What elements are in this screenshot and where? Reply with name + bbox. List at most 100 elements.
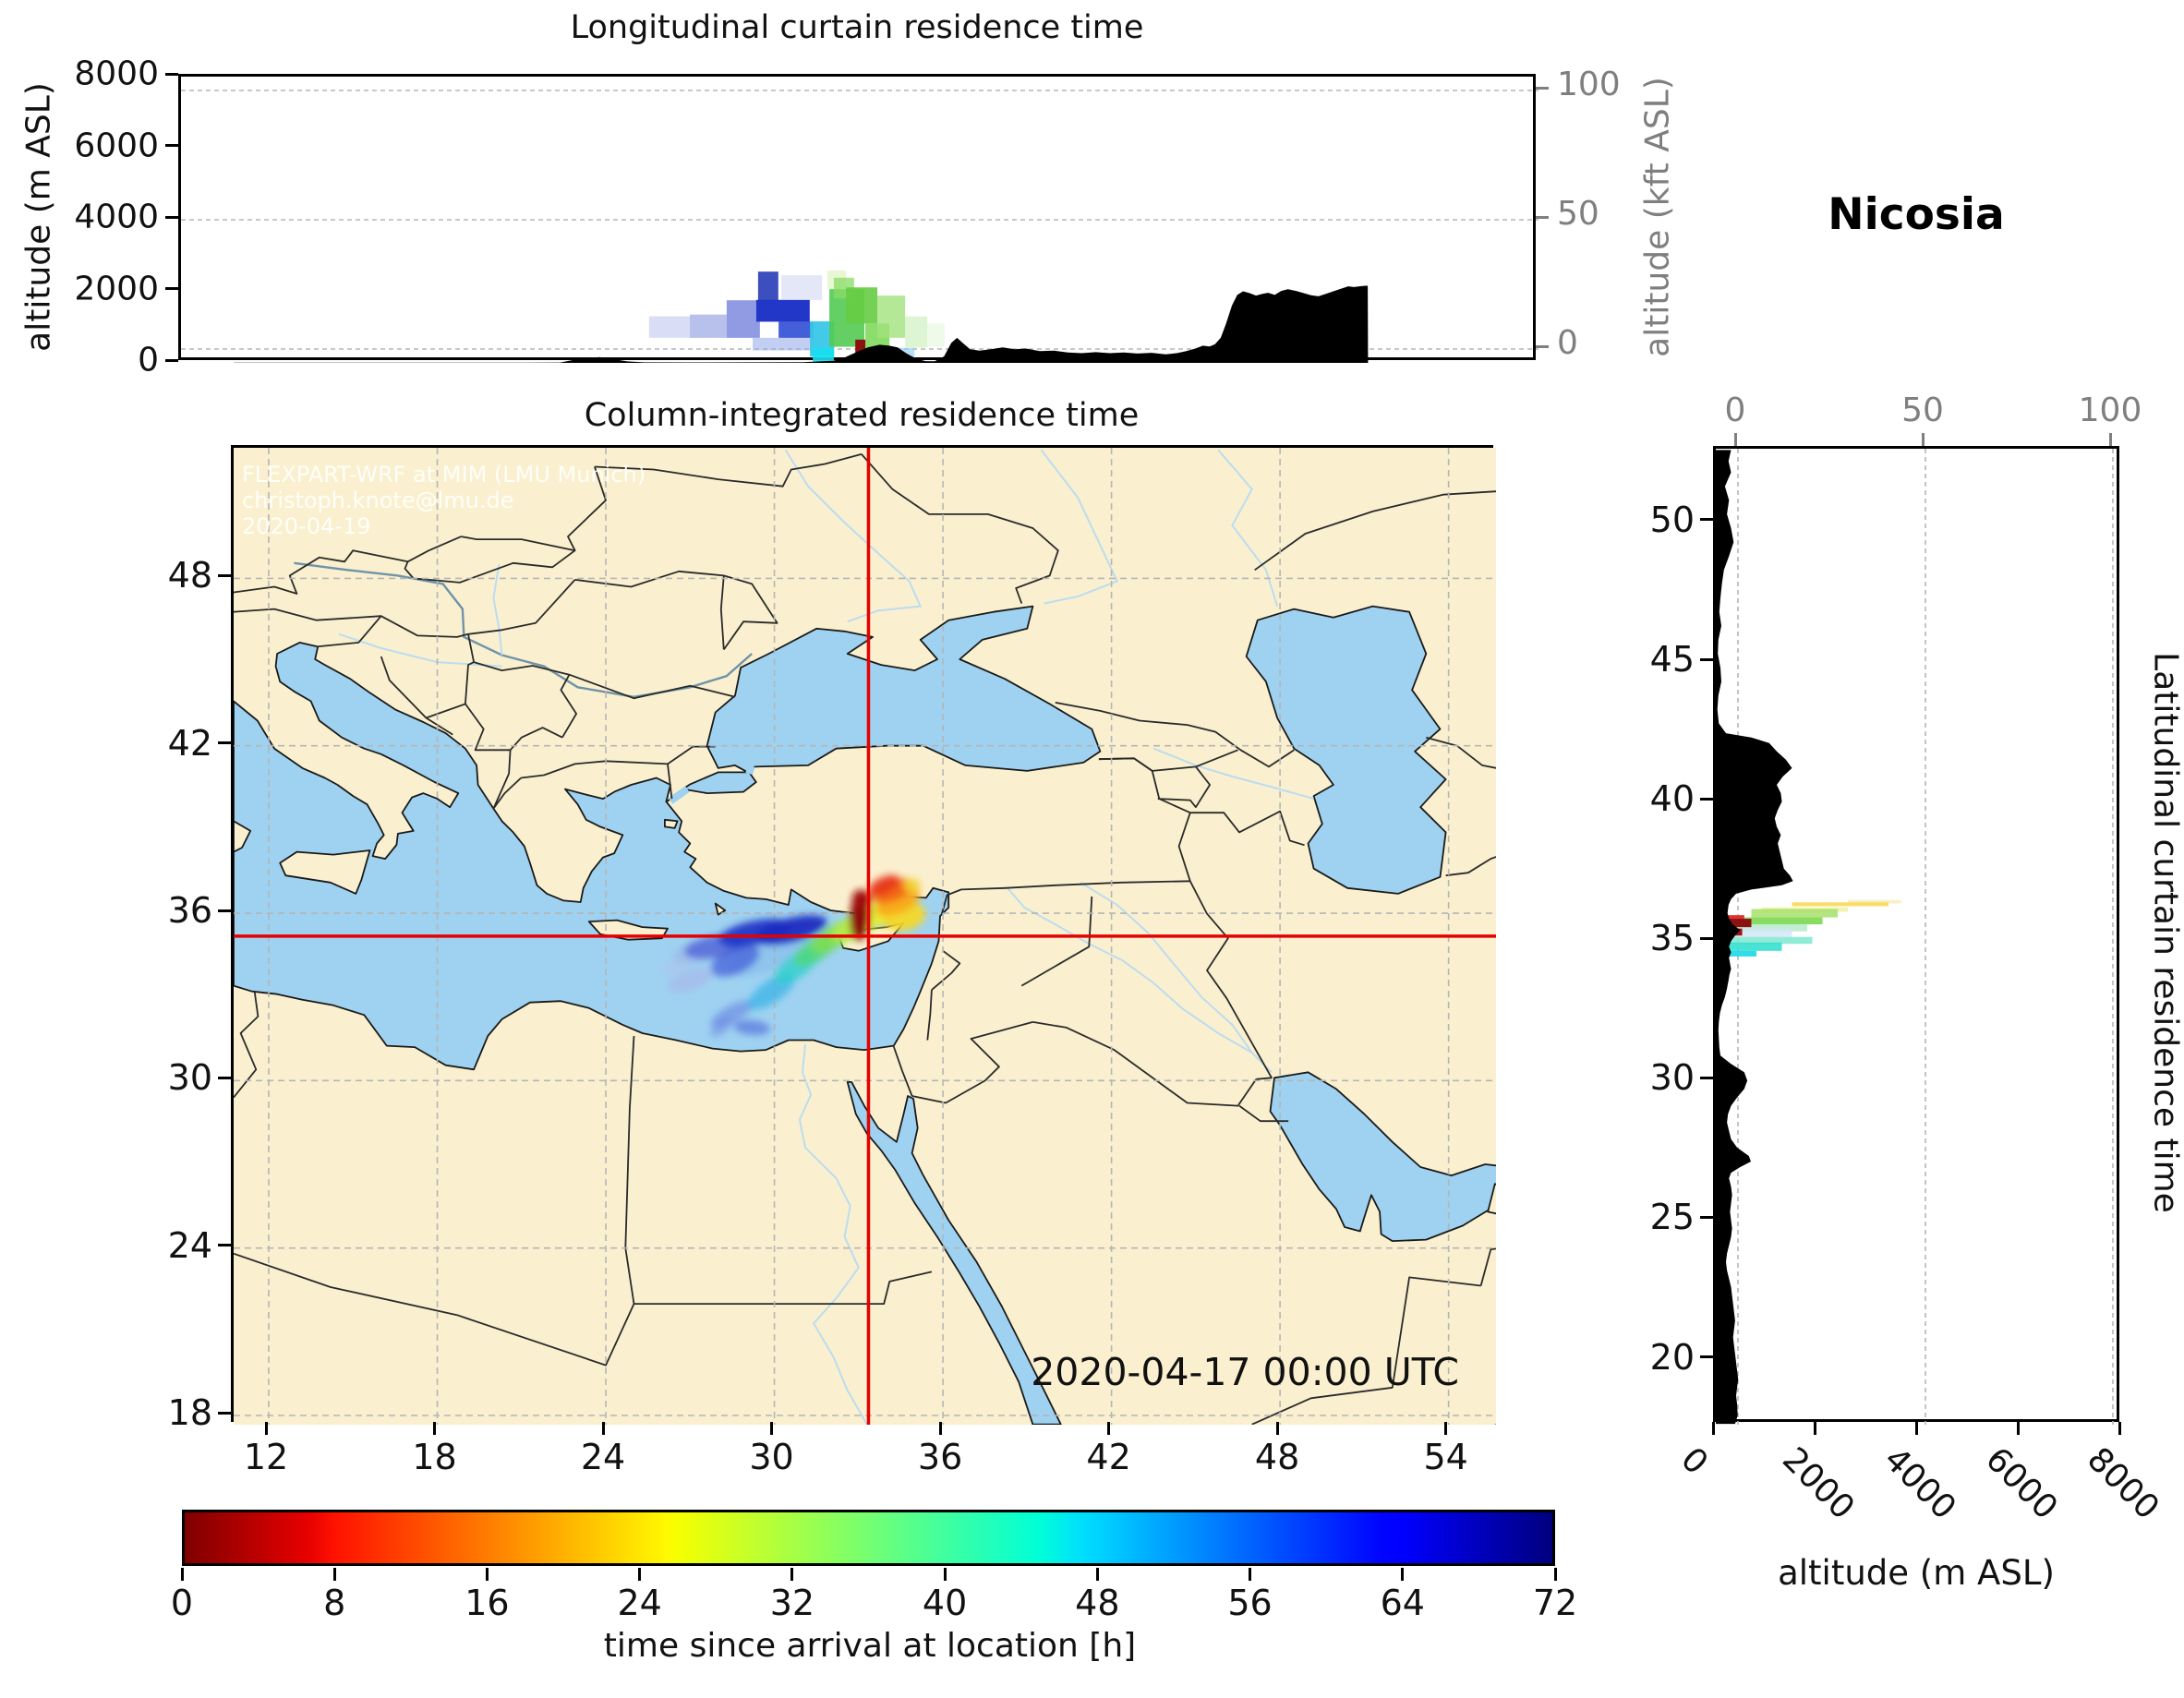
- sea-red-sea: [846, 1081, 1062, 1425]
- plume-column: [755, 299, 810, 322]
- terrain-profile-longitudinal: [234, 285, 1369, 363]
- colorbar-tick-mark: [943, 1568, 947, 1581]
- country-border: [940, 880, 1190, 915]
- lat-tick-mark: [218, 1076, 231, 1079]
- country-border: [492, 777, 522, 810]
- plume-blob: [903, 878, 921, 892]
- colorbar-tick-label: 40: [922, 1583, 968, 1623]
- map-panel: [231, 445, 1496, 1425]
- lon-tick-mark: [1444, 1422, 1448, 1435]
- right-alt-tick-label: 2000: [1775, 1440, 1862, 1527]
- right-alt-tick-mark: [2118, 1422, 2121, 1435]
- colorbar-tick-mark: [1401, 1568, 1405, 1581]
- right-alt-tick-label: 0: [1673, 1440, 1716, 1483]
- country-border: [316, 579, 576, 648]
- bosphorus-strait: [745, 765, 755, 776]
- river: [1080, 881, 1253, 1054]
- kft-top-tick-label: 100: [2078, 391, 2142, 429]
- right-lat-tick-mark: [1700, 657, 1713, 661]
- river: [1040, 449, 1119, 605]
- watermark: FLEXPART-WRF at MIM (LMU Munich) christo…: [242, 462, 646, 539]
- country-border: [1254, 490, 1496, 572]
- plume-column: [855, 339, 866, 356]
- colorbar-tick-mark: [1249, 1568, 1252, 1581]
- map-title: Column-integrated residence time: [584, 397, 1140, 434]
- right-lat-tick-mark: [1700, 1076, 1713, 1079]
- colorbar-tick-mark: [638, 1568, 642, 1581]
- alt-m-tick-label: 0: [138, 341, 159, 379]
- country-border: [234, 608, 381, 621]
- right-lat-tick-label: 45: [1649, 639, 1695, 680]
- country-border: [574, 570, 778, 651]
- plume-row: [1726, 928, 1792, 937]
- colorbar-tick-mark: [790, 1568, 794, 1581]
- country-border: [234, 1252, 635, 1367]
- alt-m-tick-label: 6000: [74, 126, 159, 164]
- country-border: [234, 536, 462, 595]
- country-border: [380, 656, 453, 736]
- right-alt-tick-mark: [2016, 1422, 2020, 1435]
- right-alt-tick-label: 6000: [1978, 1440, 2065, 1527]
- lon-tick-label: 42: [1086, 1437, 1131, 1477]
- plume-row: [1848, 899, 1901, 904]
- dardanelles-strait: [668, 786, 690, 804]
- country-border: [1445, 856, 1496, 877]
- alt-m-tick-mark: [165, 144, 178, 147]
- alt-kft-tick-label: 0: [1557, 324, 1578, 362]
- country-border: [467, 633, 736, 700]
- plume-blob: [710, 1018, 732, 1038]
- lat-tick-label: 36: [167, 890, 212, 932]
- alt-kft-tick-mark: [1536, 215, 1549, 219]
- watermark-line-1: FLEXPART-WRF at MIM (LMU Munich): [242, 462, 646, 488]
- right-lat-tick-label: 30: [1649, 1057, 1695, 1099]
- colorbar-tick-label: 48: [1075, 1583, 1120, 1623]
- lon-tick-label: 54: [1423, 1437, 1468, 1477]
- right-lat-tick-mark: [1700, 1355, 1713, 1359]
- plume-column: [753, 337, 814, 351]
- plume-blob: [710, 945, 760, 977]
- colorbar-tick-label: 8: [323, 1583, 346, 1623]
- plume-column: [926, 323, 945, 347]
- station-title: Nicosia: [1828, 189, 2005, 240]
- right-lat-tick-label: 25: [1649, 1197, 1695, 1238]
- lon-tick-label: 30: [749, 1437, 794, 1477]
- country-border: [1479, 1247, 1496, 1286]
- lat-tick-mark: [218, 573, 231, 577]
- plume-column: [689, 314, 727, 338]
- right-alt-tick-label: 4000: [1876, 1440, 1963, 1527]
- lon-tick-label: 24: [580, 1437, 626, 1477]
- country-border: [719, 575, 725, 650]
- latitudinal-curtain-plot: [1716, 449, 2114, 1425]
- plume-blob: [868, 874, 899, 896]
- plume-column: [846, 287, 878, 324]
- lon-tick-mark: [938, 1422, 942, 1435]
- country-border: [892, 1046, 913, 1097]
- right-lat-tick-mark: [1700, 518, 1713, 522]
- country-border: [1189, 810, 1305, 847]
- river: [798, 1044, 868, 1425]
- plume-column: [781, 275, 823, 300]
- plume-column: [757, 271, 778, 303]
- plume-column: [726, 300, 760, 338]
- country-border: [426, 661, 475, 719]
- right-lat-tick-label: 20: [1649, 1336, 1695, 1378]
- country-border: [911, 1021, 1033, 1104]
- lon-tick-mark: [264, 1422, 268, 1435]
- colorbar-tick-mark: [1095, 1568, 1099, 1581]
- map-date-label: 2020-04-17 00:00 UTC: [1031, 1350, 1459, 1394]
- lon-tick-mark: [433, 1422, 437, 1435]
- river: [1007, 887, 1273, 1074]
- plume-column: [905, 316, 928, 348]
- longitudinal-curtain-panel: [178, 74, 1538, 363]
- plume-blob: [871, 878, 913, 904]
- country-border: [861, 453, 1059, 604]
- lon-tick-label: 36: [917, 1437, 963, 1477]
- kft-top-tick-label: 0: [1724, 391, 1746, 429]
- watermark-line-3: 2020-04-19: [242, 513, 371, 539]
- right-lat-tick-label: 40: [1649, 778, 1695, 820]
- right-lat-tick-mark: [1700, 797, 1713, 801]
- alt-kft-tick-label: 50: [1557, 195, 1599, 233]
- right-lat-tick-mark: [1700, 1215, 1713, 1219]
- alt-m-tick-mark: [165, 215, 178, 219]
- island-sardinia: [234, 820, 252, 853]
